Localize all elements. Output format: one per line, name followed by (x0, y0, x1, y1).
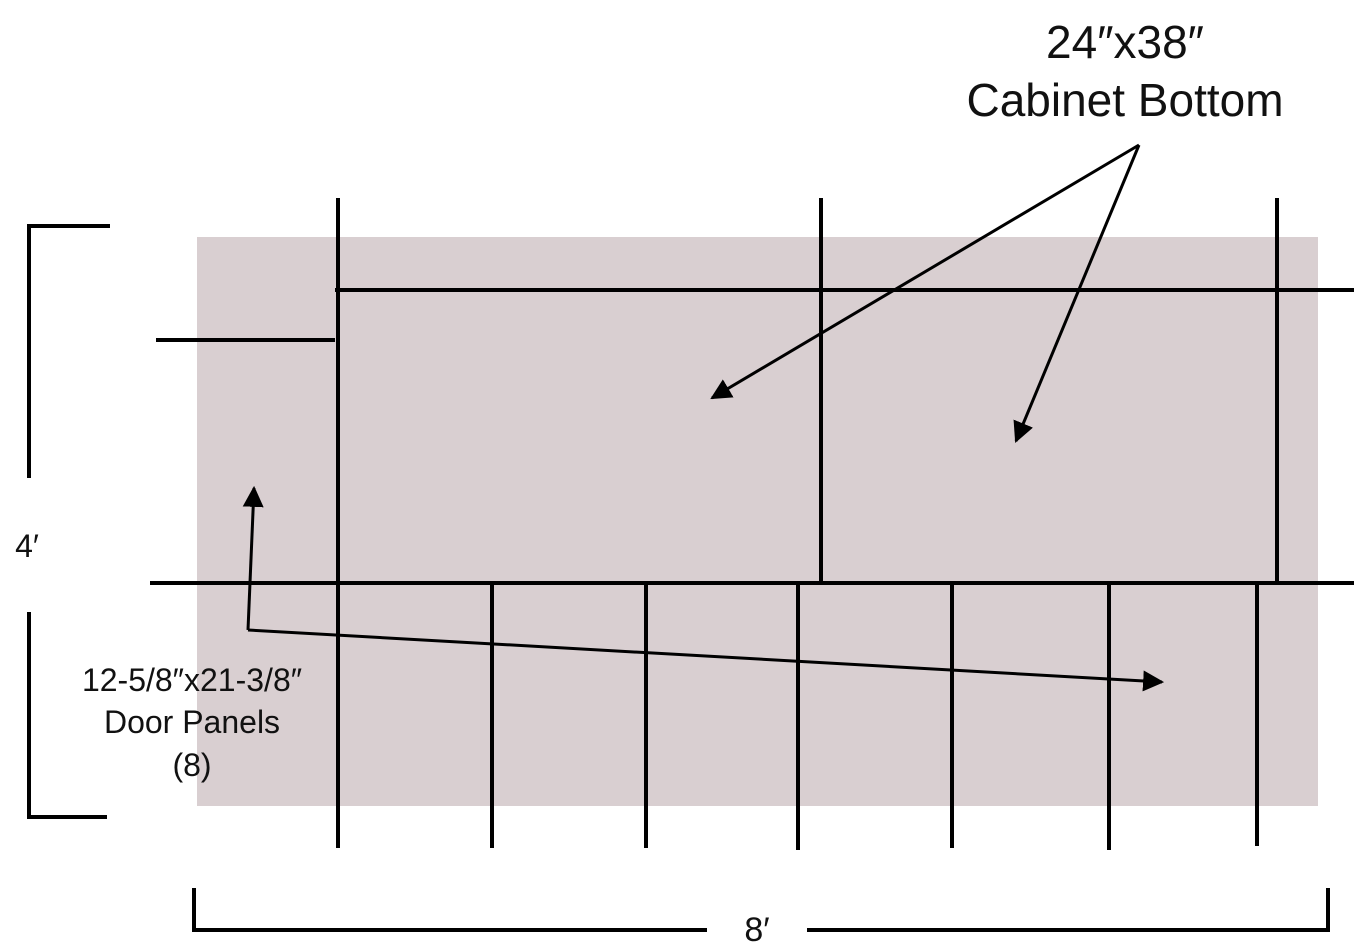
width-bracket-right (807, 888, 1330, 932)
cabinet-arrow-right (1013, 144, 1141, 443)
cabinet-arrow-left (710, 143, 1140, 400)
height-bracket-top (27, 224, 110, 478)
door-name-label: Door Panels (104, 704, 280, 740)
width-bracket-left (192, 888, 707, 932)
door-arrow-up (242, 485, 264, 631)
width-label: 8′ (744, 911, 769, 945)
height-label: 4′ (15, 528, 39, 564)
door-arrow (247, 628, 1165, 692)
plywood-sheet (197, 237, 1318, 806)
door-count-label: (8) (172, 747, 211, 783)
height-bracket-bottom (27, 612, 107, 819)
door-dimensions-label: 12-5/8″x21-3/8″ (82, 662, 302, 698)
cabinet-name-label: Cabinet Bottom (966, 74, 1283, 126)
cabinet-dimensions-label: 24″x38″ (1046, 16, 1204, 68)
